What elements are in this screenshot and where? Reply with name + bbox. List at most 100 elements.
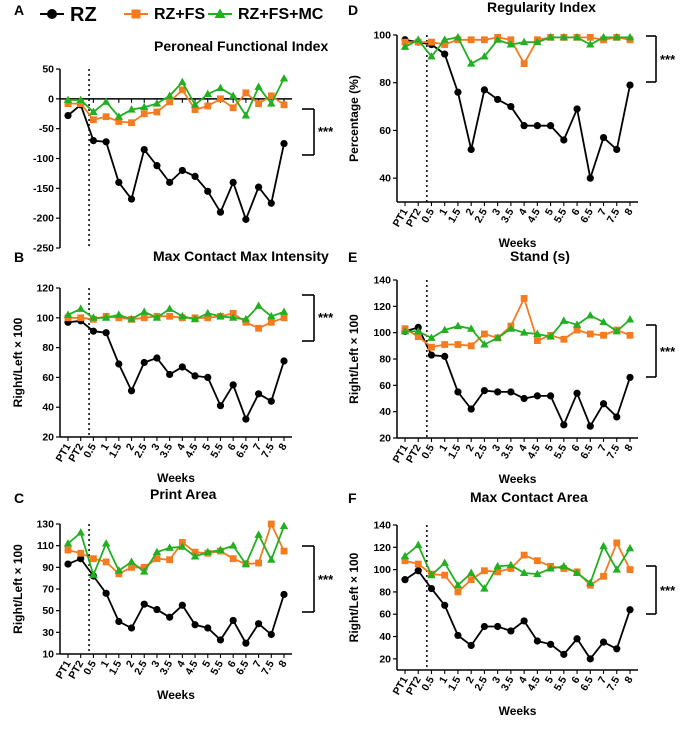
legend-item-rz-fs-mc: RZ+FS+MC [208,6,324,23]
point-a-rz-fs-mc-6 [228,91,238,99]
x-tick-label-e: 5 [543,442,556,453]
point-d-rz-7-5 [613,145,621,154]
x-tick-label-b: 6.5 [234,441,252,460]
point-f-rz-fs-7-5 [613,539,621,547]
legend: RZ RZ+FS RZ+FS+MC [40,4,324,26]
y-tick-label-e: 80 [379,354,391,366]
x-tick-label-c: 1 [98,658,111,669]
point-b-rz-fs-3-5 [166,312,174,320]
point-c-rz-pt1 [64,560,72,568]
point-f-rz-fs-1-5 [454,588,462,596]
point-f-rz-3 [494,622,502,631]
x-tick-label-e: 0.5 [419,442,437,461]
point-d-rz-7 [599,133,608,142]
point-f-rz-1 [441,601,449,609]
series-e-rz-fs [401,295,634,351]
point-f-rz-fs-3-5 [507,565,515,572]
legend-marker-rz-fs [131,9,141,19]
significance-bracket-d: *** [646,35,676,83]
point-b-rz-fs-mc-3-5 [165,304,174,312]
x-tick-label-b: 3.5 [158,441,176,460]
x-tick-label-d: 5 [543,206,556,217]
y-tick-label-b: 20 [42,432,54,444]
point-a-rz-fs-mc-6-5 [241,111,251,119]
significance-bracket-c: *** [302,545,334,613]
x-tick-label-b: 6 [225,441,238,452]
x-tick-label-b: 1 [98,441,111,452]
point-e-rz-2-5 [480,387,489,395]
point-b-rz-2-5 [140,358,148,367]
point-f-rz-fs-mc-2-5 [480,584,489,592]
point-f-rz-fs-mc-7-5 [612,565,621,573]
point-a-rz-fs-5 [204,102,212,110]
panel-title-d: Regularity Index [487,0,596,15]
point-c-rz-8 [280,590,288,599]
y-tick-label-e: 140 [373,275,391,287]
point-c-rz-fs-mc-8 [279,521,289,530]
point-f-rz-fs-mc-3 [493,561,502,570]
point-e-rz-fs-mc-5 [546,332,555,340]
x-tick-label-e: 6.5 [578,442,596,461]
x-tick-label-c: 3 [149,658,162,669]
y-tick-label-b: 120 [36,283,54,295]
y-tick-label-c: 30 [42,627,54,639]
point-d-rz-fs-mc-4-5 [533,37,542,46]
point-e-rz-4 [520,394,528,403]
significance-bracket-b: *** [302,294,334,342]
point-c-rz-fs-1-5 [115,570,123,578]
point-f-rz-fs-mc-5 [546,564,555,572]
point-d-rz-2 [467,145,475,154]
series-e-rz [401,323,634,430]
point-d-rz-fs-1 [441,41,449,48]
x-tick-label-c: 5.5 [208,658,226,677]
point-b-rz-fs-mc-7 [254,301,263,309]
point-e-rz-fs-2 [467,342,475,350]
point-f-rz-fs-pt1 [401,557,409,565]
x-tick-label-c: 6.5 [234,658,252,677]
point-f-rz-7 [599,638,608,646]
point-c-rz-fs-mc-1-5 [114,566,124,574]
point-c-rz-2-5 [140,600,148,608]
point-a-rz-fs-7-5 [267,92,275,100]
x-tick-label-e: 7.5 [605,442,623,461]
point-c-rz-fs-mc-6 [228,541,238,549]
point-b-rz-fs-mc-3 [152,313,162,321]
x-tick-label-f: 3 [490,674,503,685]
point-e-rz-fs-7 [600,331,607,339]
point-d-rz-fs-mc-pt1 [400,42,410,50]
point-c-rz-fs-mc-6-5 [241,559,251,568]
x-tick-label-c: 3.5 [158,658,176,677]
point-f-rz-fs-1 [441,571,449,579]
point-b-rz-3-5 [166,370,174,379]
point-e-rz-fs-mc-8 [625,315,635,323]
point-e-rz-fs-1 [441,341,449,348]
point-a-rz-fs-6-5 [242,89,250,97]
point-e-rz-fs-6 [573,326,581,334]
point-e-rz-fs-mc-3 [493,333,502,341]
point-f-rz-7-5 [613,645,621,653]
point-d-rz-fs-mc-5 [546,32,555,41]
point-c-rz-fs-mc-2-5 [140,567,149,575]
y-tick-label-a: -250 [33,243,54,255]
point-c-rz-5-5 [216,636,225,644]
y-axis-label-b: Right/Left × 100 [11,317,25,407]
x-tick-label-d: 6.5 [578,206,596,225]
x-axis-label-b: Weeks [157,471,195,485]
point-e-rz-7-5 [613,413,621,421]
series-a-rz-fs [64,86,288,127]
x-tick-label-c: 4 [175,658,188,669]
significance-bracket-e: *** [646,324,676,378]
point-d-rz-3-5 [507,102,515,111]
panel-title-b: Max Contact Max Intensity [153,248,329,264]
x-tick-label-f: 7 [596,674,609,685]
point-d-rz-fs-2-5 [481,36,488,44]
point-f-rz-fs-mc-1-5 [453,580,463,589]
legend-label-rz-fs-mc: RZ+FS+MC [238,6,324,23]
point-d-rz-fs-mc-3-5 [506,40,516,48]
point-a-rz-fs-mc-2 [127,105,136,113]
y-tick-label-b: 100 [36,312,54,324]
panel-letter-d: D [348,2,358,18]
x-tick-label-e: 1 [437,442,450,453]
point-e-rz-fs-mc-7-5 [612,326,621,335]
